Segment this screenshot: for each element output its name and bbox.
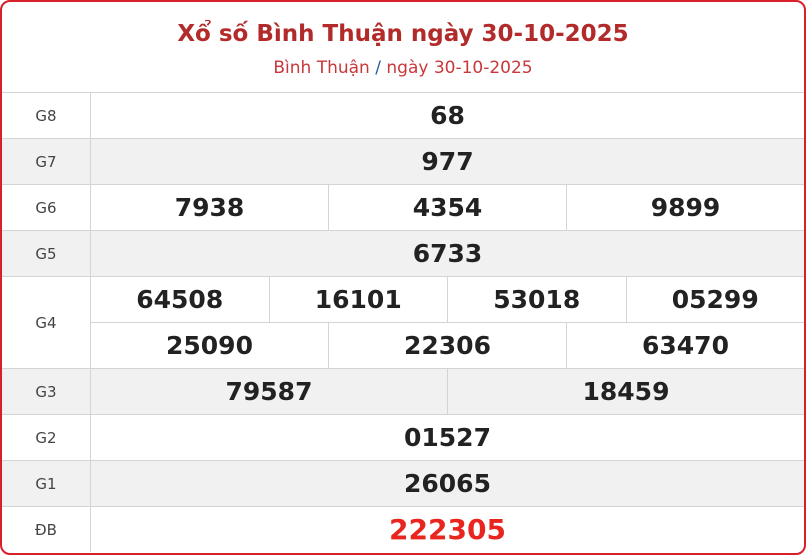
prize-number: 9899 bbox=[566, 185, 804, 230]
prize-label: G5 bbox=[2, 230, 91, 277]
prize-row-g4: G4 64508 16101 53018 05299 25090 22306 63470 bbox=[2, 276, 804, 369]
prize-number: 68 bbox=[430, 101, 465, 130]
prize-number: 64508 bbox=[136, 285, 224, 314]
results-table: G8 68 G7 977 G6 7938 4354 9899 G5 6733 G4 64508 1610… bbox=[2, 93, 804, 552]
prize-label: ĐB bbox=[2, 506, 91, 552]
breadcrumb-province-link[interactable]: Bình Thuận bbox=[273, 58, 370, 78]
prize-label: G6 bbox=[2, 184, 91, 231]
prize-number: 25090 bbox=[166, 331, 253, 360]
prize-number: 63470 bbox=[566, 323, 804, 368]
prize-numbers: 7938 4354 9899 bbox=[90, 184, 804, 231]
prize-row-g2: G2 01527 bbox=[2, 414, 804, 461]
prize-label: G3 bbox=[2, 368, 91, 415]
prize-numbers: 79587 18459 bbox=[90, 368, 804, 415]
breadcrumb-date: ngày 30-10-2025 bbox=[386, 58, 533, 78]
prize-numbers: 222305 bbox=[91, 507, 805, 553]
prize-numbers: 64508 16101 53018 05299 25090 22306 63470 bbox=[90, 276, 804, 369]
prize-label: G7 bbox=[2, 138, 91, 185]
prize-number: 26065 bbox=[404, 469, 491, 498]
prize-number: 05299 bbox=[625, 277, 805, 322]
prize-label: G4 bbox=[2, 276, 91, 369]
number-group: 977 bbox=[91, 139, 804, 184]
prize-number: 01527 bbox=[404, 423, 491, 452]
results-header: Xổ số Bình Thuận ngày 30-10-2025 Bình Th… bbox=[2, 2, 804, 93]
prize-numbers: 26065 bbox=[90, 460, 804, 507]
prize-row-g6: G6 7938 4354 9899 bbox=[2, 184, 804, 231]
special-prize-number: 222305 bbox=[389, 513, 506, 546]
number-group: 7938 4354 9899 bbox=[91, 185, 804, 230]
prize-row-g1: G1 26065 bbox=[2, 460, 804, 507]
number-group: 25090 22306 63470 bbox=[91, 323, 804, 368]
prize-label: G8 bbox=[2, 93, 91, 139]
prize-number: 977 bbox=[421, 147, 474, 176]
prize-label: G2 bbox=[2, 414, 91, 461]
prize-row-g8: G8 68 bbox=[2, 93, 804, 139]
number-group: 68 bbox=[91, 93, 804, 138]
number-group: 222305 bbox=[91, 507, 804, 552]
prize-number: 53018 bbox=[447, 277, 626, 322]
number-group: 64508 16101 53018 05299 bbox=[91, 277, 804, 323]
breadcrumb-separator: / bbox=[375, 58, 381, 78]
prize-number: 7938 bbox=[174, 193, 245, 222]
prize-number: 22306 bbox=[328, 323, 566, 368]
prize-number: 4354 bbox=[328, 185, 566, 230]
number-group: 26065 bbox=[91, 461, 804, 506]
number-group: 6733 bbox=[91, 231, 804, 276]
prize-numbers: 977 bbox=[90, 138, 804, 185]
prize-row-g5: G5 6733 bbox=[2, 230, 804, 277]
page-title: Xổ số Bình Thuận ngày 30-10-2025 bbox=[177, 21, 629, 47]
prize-numbers: 01527 bbox=[90, 414, 804, 461]
prize-numbers: 68 bbox=[90, 93, 804, 139]
prize-number: 18459 bbox=[447, 369, 804, 414]
prize-number: 16101 bbox=[268, 277, 448, 322]
prize-row-g3: G3 79587 18459 bbox=[2, 368, 804, 415]
prize-numbers: 6733 bbox=[90, 230, 804, 277]
prize-number: 6733 bbox=[412, 239, 483, 268]
prize-row-g7: G7 977 bbox=[2, 138, 804, 185]
number-group: 01527 bbox=[91, 415, 804, 460]
prize-number: 79587 bbox=[225, 377, 313, 406]
prize-label: G1 bbox=[2, 460, 91, 507]
prize-row-db: ĐB 222305 bbox=[2, 506, 805, 553]
number-group: 79587 18459 bbox=[91, 369, 804, 414]
breadcrumb: Bình Thuận / ngày 30-10-2025 bbox=[2, 57, 804, 79]
